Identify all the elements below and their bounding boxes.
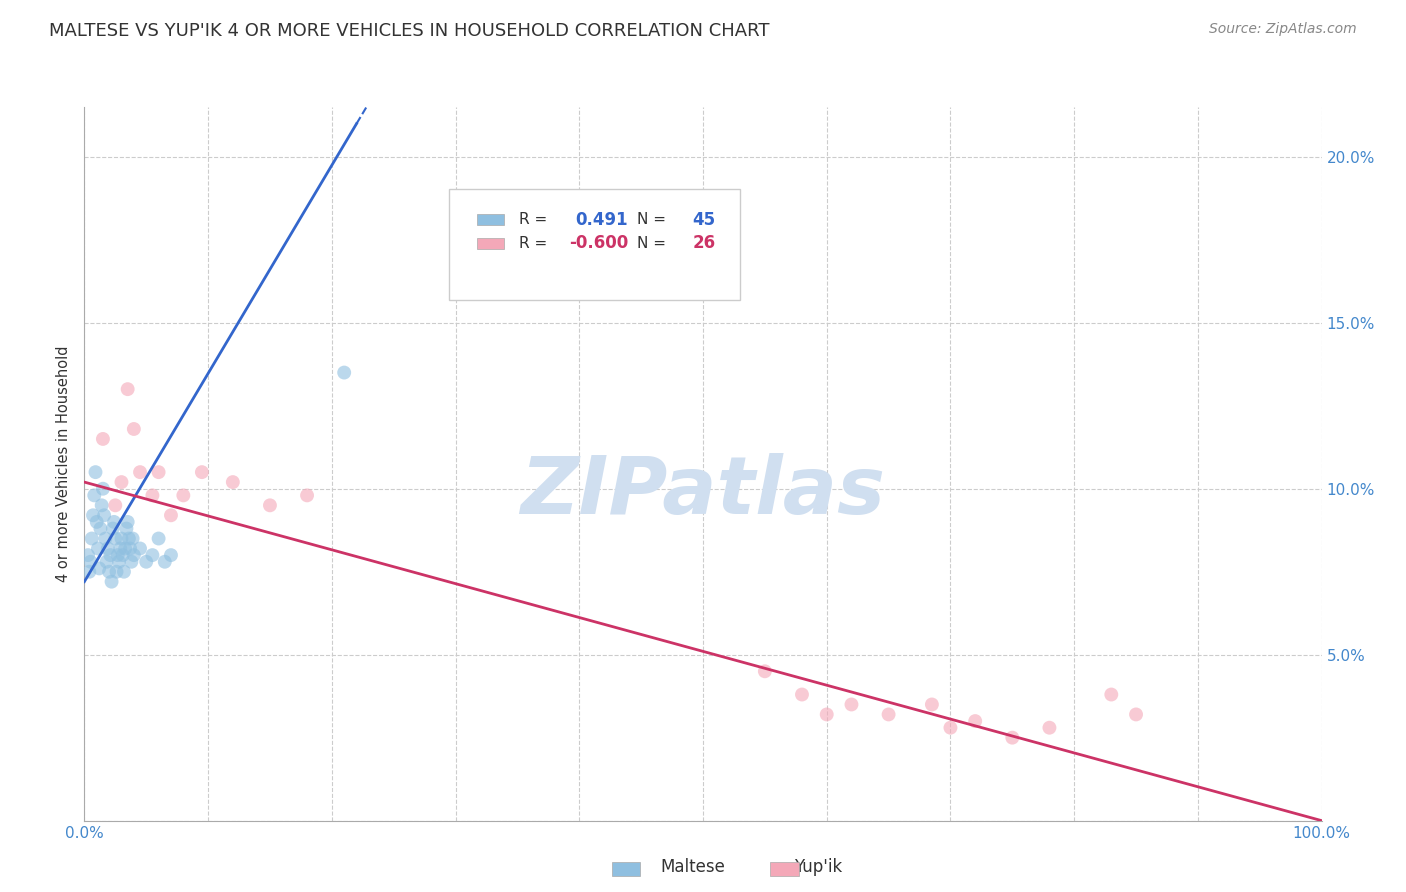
- Text: -0.600: -0.600: [568, 235, 628, 252]
- Point: [120, 541, 142, 556]
- Text: R =: R =: [519, 212, 553, 227]
- Point: [79, 555, 101, 569]
- Text: Yup'ik: Yup'ik: [794, 858, 842, 876]
- Point: [191, 465, 214, 479]
- Text: Maltese: Maltese: [661, 858, 725, 876]
- Point: [87, 541, 110, 556]
- Point: [94, 532, 117, 546]
- FancyBboxPatch shape: [477, 214, 505, 226]
- Point: [98, 565, 121, 579]
- Point: [96, 555, 118, 569]
- Point: [97, 541, 120, 556]
- Point: [841, 698, 863, 712]
- Point: [77, 548, 100, 562]
- Point: [110, 475, 132, 489]
- Point: [172, 488, 194, 502]
- Point: [129, 541, 152, 556]
- Text: N =: N =: [637, 212, 671, 227]
- Text: 26: 26: [692, 235, 716, 252]
- Text: 0.491: 0.491: [575, 211, 627, 228]
- Point: [84, 465, 107, 479]
- Text: Source: ZipAtlas.com: Source: ZipAtlas.com: [1209, 22, 1357, 37]
- Point: [921, 698, 943, 712]
- Point: [141, 548, 163, 562]
- Point: [89, 522, 111, 536]
- Point: [120, 555, 142, 569]
- Point: [83, 488, 105, 502]
- Point: [1001, 731, 1024, 745]
- FancyBboxPatch shape: [450, 189, 740, 300]
- Point: [1099, 688, 1122, 702]
- Point: [111, 548, 134, 562]
- Point: [104, 499, 127, 513]
- Point: [110, 532, 132, 546]
- Point: [754, 665, 776, 679]
- Point: [1125, 707, 1147, 722]
- Point: [107, 548, 129, 562]
- Point: [790, 688, 813, 702]
- Point: [80, 532, 103, 546]
- Point: [1038, 721, 1060, 735]
- Point: [108, 555, 131, 569]
- Point: [105, 565, 128, 579]
- Point: [129, 465, 152, 479]
- Y-axis label: 4 or more Vehicles in Household: 4 or more Vehicles in Household: [56, 345, 72, 582]
- Point: [122, 548, 145, 562]
- Point: [815, 707, 838, 722]
- FancyBboxPatch shape: [477, 237, 505, 249]
- Point: [965, 714, 987, 728]
- Point: [222, 475, 245, 489]
- Point: [114, 541, 136, 556]
- Text: 45: 45: [692, 211, 716, 228]
- Point: [148, 532, 170, 546]
- Point: [295, 488, 318, 502]
- Text: R =: R =: [519, 235, 553, 251]
- Text: N =: N =: [637, 235, 671, 251]
- Point: [153, 555, 176, 569]
- Text: ZIPatlas: ZIPatlas: [520, 453, 886, 532]
- Text: MALTESE VS YUP'IK 4 OR MORE VEHICLES IN HOUSEHOLD CORRELATION CHART: MALTESE VS YUP'IK 4 OR MORE VEHICLES IN …: [49, 22, 769, 40]
- Point: [141, 488, 163, 502]
- Point: [148, 465, 170, 479]
- Point: [90, 499, 112, 513]
- Point: [101, 522, 124, 536]
- Point: [91, 482, 114, 496]
- Point: [135, 555, 157, 569]
- Point: [259, 499, 281, 513]
- Point: [98, 548, 121, 562]
- Point: [939, 721, 962, 735]
- Point: [117, 515, 139, 529]
- Point: [82, 508, 104, 523]
- Point: [104, 532, 127, 546]
- Point: [333, 366, 356, 380]
- Point: [100, 574, 122, 589]
- Point: [160, 548, 183, 562]
- Point: [121, 532, 143, 546]
- Point: [79, 565, 101, 579]
- Point: [122, 422, 145, 436]
- Point: [103, 515, 125, 529]
- Point: [117, 382, 139, 396]
- Point: [115, 522, 138, 536]
- Point: [89, 561, 111, 575]
- Point: [93, 508, 115, 523]
- Point: [118, 532, 141, 546]
- Point: [112, 565, 135, 579]
- Point: [877, 707, 900, 722]
- Point: [160, 508, 183, 523]
- Point: [86, 515, 108, 529]
- Point: [91, 432, 114, 446]
- Point: [110, 541, 132, 556]
